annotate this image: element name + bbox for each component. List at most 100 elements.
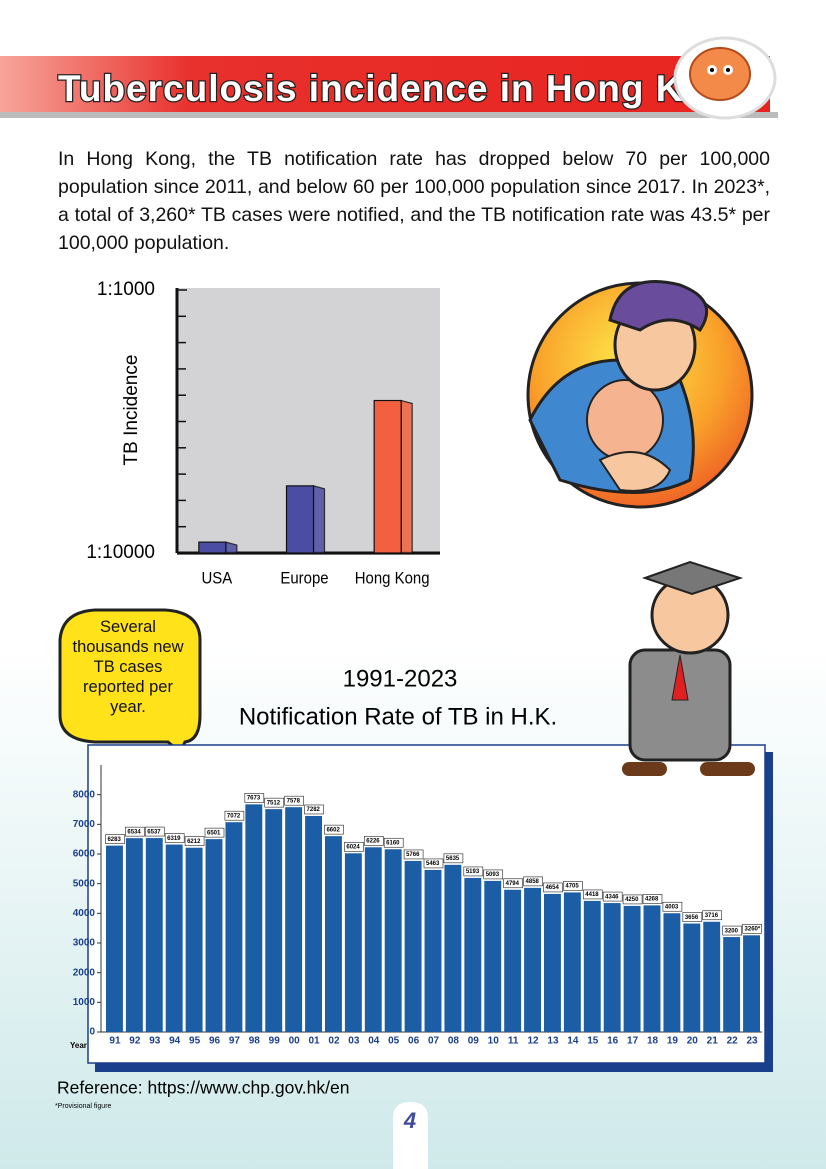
value-label-box bbox=[184, 836, 205, 847]
value-label-box bbox=[742, 923, 762, 934]
value-label: 6212 bbox=[187, 839, 201, 845]
value-label: 7673 bbox=[247, 796, 261, 802]
bar bbox=[404, 860, 422, 1032]
bar bbox=[723, 937, 741, 1032]
bar bbox=[683, 923, 701, 1032]
bar bbox=[603, 903, 621, 1032]
chart-title: 1991-2023 bbox=[343, 665, 458, 692]
value-label-box bbox=[105, 834, 125, 844]
bar bbox=[623, 905, 641, 1032]
bar bbox=[484, 880, 502, 1032]
x-tick-label: 17 bbox=[627, 1036, 639, 1047]
value-label: 5463 bbox=[426, 861, 440, 867]
y-axis-title: TB Incidence bbox=[121, 355, 142, 466]
value-label-box bbox=[324, 824, 344, 835]
bar bbox=[305, 815, 322, 1032]
x-tick-label: 13 bbox=[547, 1036, 559, 1047]
value-label: 6534 bbox=[127, 829, 141, 835]
value-label: 7512 bbox=[267, 800, 281, 806]
value-label: 3260* bbox=[745, 927, 761, 933]
value-label: 7282 bbox=[307, 807, 321, 813]
value-label-box bbox=[563, 881, 583, 891]
value-label-box bbox=[363, 835, 384, 846]
y-tick-label: 4000 bbox=[73, 908, 96, 919]
y-tick-label: 5000 bbox=[73, 878, 96, 889]
value-label: 6226 bbox=[366, 839, 380, 845]
x-tick-label: 96 bbox=[209, 1036, 221, 1047]
y-tick-label: 6000 bbox=[73, 849, 96, 860]
value-label: 4858 bbox=[526, 879, 540, 885]
value-label: 6602 bbox=[326, 827, 340, 833]
bar bbox=[563, 892, 581, 1032]
bar-side bbox=[312, 485, 326, 554]
intro-paragraph: In Hong Kong, the TB notification rate h… bbox=[58, 148, 770, 254]
x-tick-label: 05 bbox=[388, 1036, 400, 1047]
value-label: 4003 bbox=[665, 905, 679, 911]
x-tick-label: 95 bbox=[189, 1036, 201, 1047]
bar bbox=[285, 485, 315, 554]
y-tick-label: 1000 bbox=[73, 997, 96, 1008]
value-label: 6283 bbox=[107, 837, 121, 843]
value-label-box bbox=[483, 869, 504, 880]
value-label: 3200 bbox=[725, 928, 739, 934]
x-tick-label: 94 bbox=[169, 1036, 181, 1047]
bar bbox=[125, 838, 143, 1032]
x-tick-label: 09 bbox=[468, 1036, 480, 1047]
x-tick-label: 12 bbox=[527, 1036, 539, 1047]
chart-notification: 0100020003000400050006000700080006283916… bbox=[73, 765, 762, 1047]
value-label: 5635 bbox=[446, 856, 460, 862]
value-label-box bbox=[204, 827, 225, 838]
value-label-box bbox=[503, 878, 523, 889]
y-tick-label: 7000 bbox=[73, 819, 96, 830]
bar bbox=[106, 845, 123, 1032]
value-label-box bbox=[264, 797, 285, 808]
bar bbox=[344, 853, 362, 1032]
value-label-box bbox=[463, 866, 484, 877]
x-tick-label: 22 bbox=[727, 1036, 739, 1047]
value-label: 7578 bbox=[287, 798, 301, 804]
header-bar bbox=[0, 56, 770, 112]
value-label-box bbox=[722, 925, 742, 936]
x-tick-label: 02 bbox=[328, 1036, 340, 1047]
bar bbox=[384, 849, 402, 1032]
value-label: 4250 bbox=[625, 897, 639, 903]
value-label: 6319 bbox=[167, 836, 181, 842]
value-label-box bbox=[344, 841, 364, 852]
value-label: 3656 bbox=[685, 915, 699, 921]
x-tick-label: 03 bbox=[348, 1036, 360, 1047]
value-label: 4794 bbox=[506, 881, 520, 887]
y-tick-label: 1:1000 bbox=[97, 279, 155, 300]
bar bbox=[165, 844, 183, 1032]
x-tick-label: 00 bbox=[289, 1036, 301, 1047]
y-tick-label: 8000 bbox=[73, 789, 96, 800]
bar bbox=[245, 804, 263, 1032]
value-label-box bbox=[622, 894, 643, 905]
value-label-box bbox=[403, 849, 424, 860]
bar bbox=[544, 893, 561, 1032]
x-tick-label: USA bbox=[201, 570, 232, 588]
value-label: 4418 bbox=[585, 892, 599, 898]
illustration-hand bbox=[598, 451, 672, 492]
x-tick-label: 91 bbox=[109, 1036, 121, 1047]
value-label: 5193 bbox=[466, 869, 480, 875]
value-label-box bbox=[702, 910, 723, 921]
chart-incidence: 1:1000 1:10000 USA Europe Hong Kong bbox=[86, 279, 440, 588]
page-tab bbox=[393, 1102, 428, 1169]
bar bbox=[524, 887, 541, 1032]
x-axis-title: Year bbox=[70, 1041, 87, 1050]
x-tick-label: 01 bbox=[308, 1036, 320, 1047]
x-tick-label: 08 bbox=[448, 1036, 460, 1047]
value-label-box bbox=[125, 826, 145, 837]
bar bbox=[265, 809, 283, 1032]
value-label-box bbox=[582, 889, 603, 900]
value-label-box bbox=[383, 837, 404, 848]
header-shadow bbox=[0, 112, 778, 118]
bar bbox=[198, 541, 227, 554]
illustration-hair bbox=[608, 280, 709, 333]
x-tick-label: 18 bbox=[647, 1036, 659, 1047]
page-title: Tuberculosis incidence in Hong Kong bbox=[58, 68, 754, 109]
value-label-box bbox=[224, 810, 245, 821]
bar bbox=[373, 399, 402, 554]
value-label: 6501 bbox=[207, 830, 221, 836]
